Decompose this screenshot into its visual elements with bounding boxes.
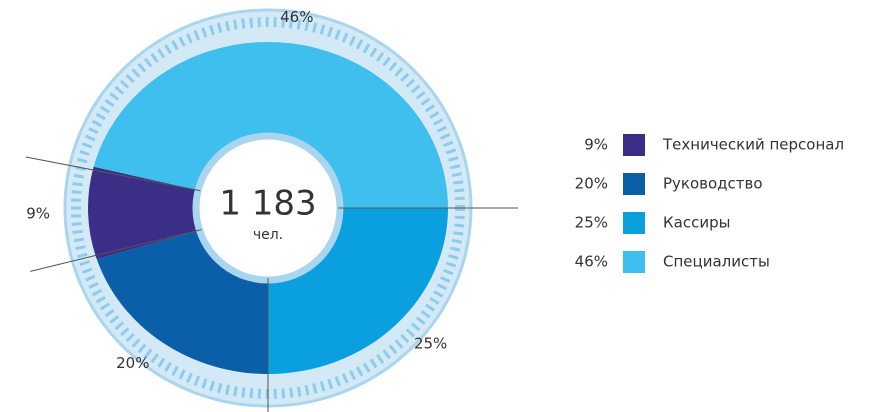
legend-swatch xyxy=(623,134,645,156)
slice xyxy=(93,41,448,209)
legend-swatch xyxy=(623,251,645,273)
legend-label: Кассиры xyxy=(663,214,730,232)
legend-value: 9% xyxy=(584,136,608,154)
separator xyxy=(30,229,202,272)
legend-value: 20% xyxy=(575,175,608,193)
legend-value: 46% xyxy=(575,253,608,271)
legend-swatch xyxy=(623,173,645,195)
slice xyxy=(268,208,448,374)
center-total: 1 183 xyxy=(219,184,316,224)
legend-label: Технический персонал xyxy=(662,136,844,154)
slice-label: 9% xyxy=(26,205,50,223)
legend-label: Специалисты xyxy=(663,253,770,271)
legend-swatch xyxy=(623,212,645,234)
slice-label: 46% xyxy=(280,8,313,26)
center-unit: чел. xyxy=(253,227,283,243)
slice-label: 25% xyxy=(414,334,447,352)
slice-label: 20% xyxy=(116,354,149,372)
legend-label: Руководство xyxy=(663,175,763,193)
separator xyxy=(25,156,201,192)
legend-value: 25% xyxy=(575,214,608,232)
